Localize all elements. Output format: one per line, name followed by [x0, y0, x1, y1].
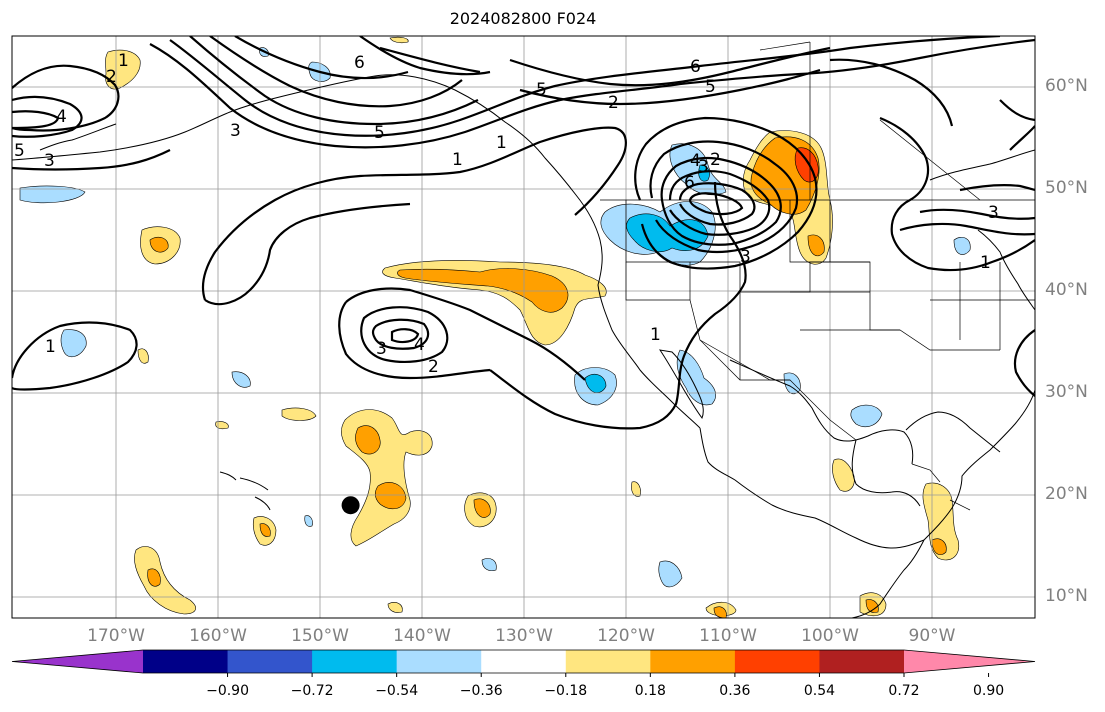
contour-label: 1 [118, 51, 129, 71]
colorbar-segment [12, 650, 143, 673]
longitude-label: 110°W [699, 626, 757, 646]
colorbar [11, 649, 1036, 677]
longitude-label: 150°W [291, 626, 349, 646]
colorbar-tick-label: −0.90 [206, 683, 249, 699]
colorbar-outline [11, 649, 1036, 674]
political-borders [600, 41, 1035, 511]
contour-label: 6 [684, 173, 695, 193]
colorbar-segment [904, 650, 1035, 673]
map-title: 2024082800 F024 [449, 9, 597, 28]
location-marker [341, 496, 360, 515]
contour-label: 6 [354, 53, 365, 73]
contour-label: 1 [45, 337, 56, 357]
contour-label: 1 [452, 150, 463, 170]
map-frame [11, 35, 1036, 619]
contour-label-group: 1 2 3 4 5 6 5 3 1 6 5 4 3 2 1 5 3 2 6 4 … [14, 51, 999, 377]
contour-label: 2 [106, 67, 117, 87]
latitude-label: 50°N [1045, 178, 1088, 198]
contour-label: 4 [690, 151, 701, 171]
contour-label: 2 [710, 150, 721, 170]
longitude-label: 170°W [87, 626, 145, 646]
ocean-background [12, 36, 1035, 618]
contour-label: 1 [496, 133, 507, 153]
contour-label: 3 [698, 157, 709, 177]
longitude-label: 90°W [908, 626, 956, 646]
latitude-label: 20°N [1045, 484, 1088, 504]
colorbar-tick-label: −0.18 [544, 683, 588, 699]
colorbar-segment [819, 650, 905, 673]
longitude-label: 100°W [801, 626, 859, 646]
contour-label: 2 [428, 357, 439, 377]
contour-label: 3 [44, 151, 55, 171]
latitude-label: 40°N [1045, 280, 1088, 300]
contour-label: 4 [56, 107, 67, 127]
contour-label: 5 [14, 141, 25, 161]
colorbar-segment [481, 650, 567, 673]
colorbar-tick-label: −0.72 [290, 683, 334, 699]
map-plot-area: 1 2 3 4 5 6 5 3 1 6 5 4 3 2 1 5 3 2 6 4 … [12, 36, 1035, 618]
contour-lines [12, 36, 1035, 430]
contour-label: 6 [690, 57, 701, 77]
colorbar-segment [227, 650, 313, 673]
colorbar-tick-label: 0.18 [634, 683, 666, 699]
colorbar-tick-label: −0.54 [375, 683, 419, 699]
contour-label: 1 [650, 325, 661, 345]
colorbar-tick-label: −0.36 [459, 683, 503, 699]
contour-label: 2 [608, 93, 619, 113]
contour-label: 3 [376, 339, 387, 359]
longitude-label: 160°W [189, 626, 247, 646]
colorbar-segment [650, 650, 736, 673]
longitude-label: 120°W [597, 626, 655, 646]
colorbar-tick-label: 0.36 [719, 683, 751, 699]
latitude-label: 30°N [1045, 382, 1088, 402]
latitude-label: 10°N [1045, 586, 1088, 606]
negative-anomaly-shading [19, 47, 971, 588]
contour-label: 5 [536, 80, 547, 100]
contour-label: 5 [705, 77, 716, 97]
contour-label: 3 [988, 203, 999, 223]
colorbar-tick-label: 0.72 [888, 683, 920, 699]
colorbar-segment [312, 650, 398, 673]
latitude-label: 60°N [1045, 76, 1088, 96]
colorbar-segment [396, 650, 482, 673]
graticule [12, 36, 1035, 618]
contour-label: 3 [740, 247, 751, 267]
contour-label: 5 [374, 123, 385, 143]
longitude-label: 140°W [393, 626, 451, 646]
contour-label: 3 [230, 121, 241, 141]
contour-label: 1 [980, 253, 991, 273]
colorbar-segment [565, 650, 651, 673]
colorbar-tick-label: 0.90 [972, 683, 1005, 699]
colorbar-tick-label: 0.54 [803, 683, 836, 699]
contour-label: 4 [414, 335, 425, 355]
colorbar-segment [143, 650, 229, 673]
coastlines [12, 74, 1035, 618]
colorbar-segment [734, 650, 820, 673]
longitude-label: 130°W [495, 626, 553, 646]
